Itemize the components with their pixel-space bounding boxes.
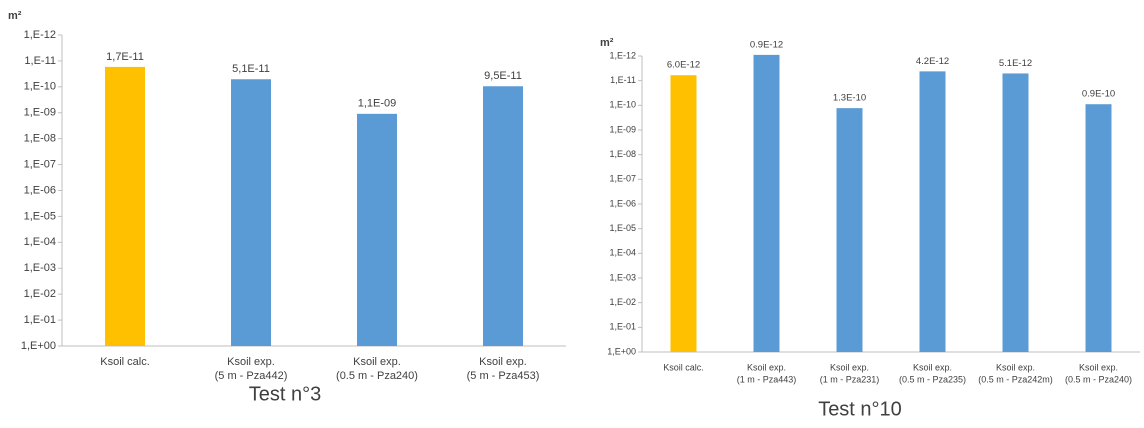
bar	[1002, 73, 1029, 352]
bar	[357, 113, 397, 347]
value-label: 6.0E-12	[667, 60, 700, 71]
bar	[105, 66, 145, 347]
value-label: 1,1E-09	[358, 98, 397, 110]
bar	[919, 71, 946, 353]
y-tick-label: 1,E-08	[609, 149, 636, 159]
y-axis-label: m²	[8, 10, 22, 22]
bar	[753, 54, 780, 353]
caption: Test n°10	[818, 398, 902, 420]
y-tick-label: 1,E-02	[24, 288, 56, 300]
value-label: 0.9E-12	[750, 39, 783, 50]
y-tick-label: 1,E-04	[609, 248, 636, 258]
bar	[836, 108, 863, 352]
y-tick-label: 1,E+00	[607, 346, 636, 356]
caption: Test n°3	[249, 383, 321, 405]
value-label: 4.2E-12	[916, 56, 949, 67]
y-axis-label: m²	[600, 37, 614, 49]
x-tick-label: Ksoil calc.	[100, 356, 150, 368]
x-tick-label: (1 m - Pza231)	[820, 374, 880, 384]
bar	[1085, 104, 1112, 352]
x-tick-label: (0.5 m - Pza240)	[336, 370, 418, 382]
x-tick-label: Ksoil exp.	[996, 362, 1035, 372]
x-tick-label: Ksoil exp.	[747, 362, 786, 372]
y-tick-label: 1,E-10	[24, 81, 56, 93]
x-tick-label: (0.5 m - Pza240)	[1065, 374, 1132, 384]
x-tick-label: Ksoil exp.	[227, 356, 275, 368]
y-tick-label: 1,E-09	[24, 107, 56, 119]
y-tick-label: 1,E-11	[24, 55, 56, 67]
x-tick-label: (5 m - Pza442)	[215, 370, 288, 382]
y-tick-label: 1,E-03	[24, 262, 56, 274]
x-tick-label: (5 m - Pza453)	[467, 370, 540, 382]
y-tick-label: 1,E-06	[24, 184, 56, 196]
value-label: 9,5E-11	[484, 70, 522, 82]
value-label: 5.1E-12	[999, 58, 1032, 69]
y-tick-label: 1,E-01	[609, 322, 636, 332]
y-tick-label: 1,E-07	[24, 158, 56, 170]
x-tick-label: Ksoil exp.	[913, 362, 952, 372]
y-tick-label: 1,E-06	[609, 198, 636, 208]
value-label: 1.3E-10	[833, 93, 866, 104]
value-label: 0.9E-10	[1082, 89, 1115, 100]
x-tick-label: Ksoil calc.	[663, 362, 704, 372]
x-tick-label: Ksoil exp.	[353, 356, 401, 368]
y-tick-label: 1,E-11	[610, 75, 636, 85]
value-label: 1,7E-11	[106, 51, 144, 63]
bar	[670, 75, 697, 352]
y-tick-label: 1,E-02	[609, 297, 636, 307]
y-tick-label: 1,E-08	[24, 133, 56, 145]
y-tick-label: 1,E-04	[24, 236, 56, 248]
x-tick-label: Ksoil exp.	[1079, 362, 1118, 372]
y-tick-label: 1,E-12	[609, 50, 636, 60]
x-tick-label: Ksoil exp.	[830, 362, 869, 372]
y-tick-label: 1,E-09	[609, 124, 636, 134]
x-tick-label: (0.5 m - Pza235)	[899, 374, 966, 384]
y-tick-label: 1,E-03	[609, 272, 636, 282]
y-tick-label: 1,E-10	[609, 100, 636, 110]
y-tick-label: 1,E+00	[21, 340, 56, 352]
y-tick-label: 1,E-05	[24, 210, 56, 222]
x-tick-label: (1 m - Pza443)	[737, 374, 797, 384]
bar	[231, 79, 271, 347]
x-tick-label: (0.5 m - Pza242m)	[978, 374, 1053, 384]
y-tick-label: 1,E-12	[24, 29, 56, 41]
y-tick-label: 1,E-01	[24, 314, 56, 326]
bar	[483, 86, 523, 346]
x-tick-label: Ksoil exp.	[479, 356, 527, 368]
y-tick-label: 1,E-05	[609, 223, 636, 233]
y-tick-label: 1,E-07	[609, 174, 636, 184]
value-label: 5,1E-11	[232, 63, 270, 75]
